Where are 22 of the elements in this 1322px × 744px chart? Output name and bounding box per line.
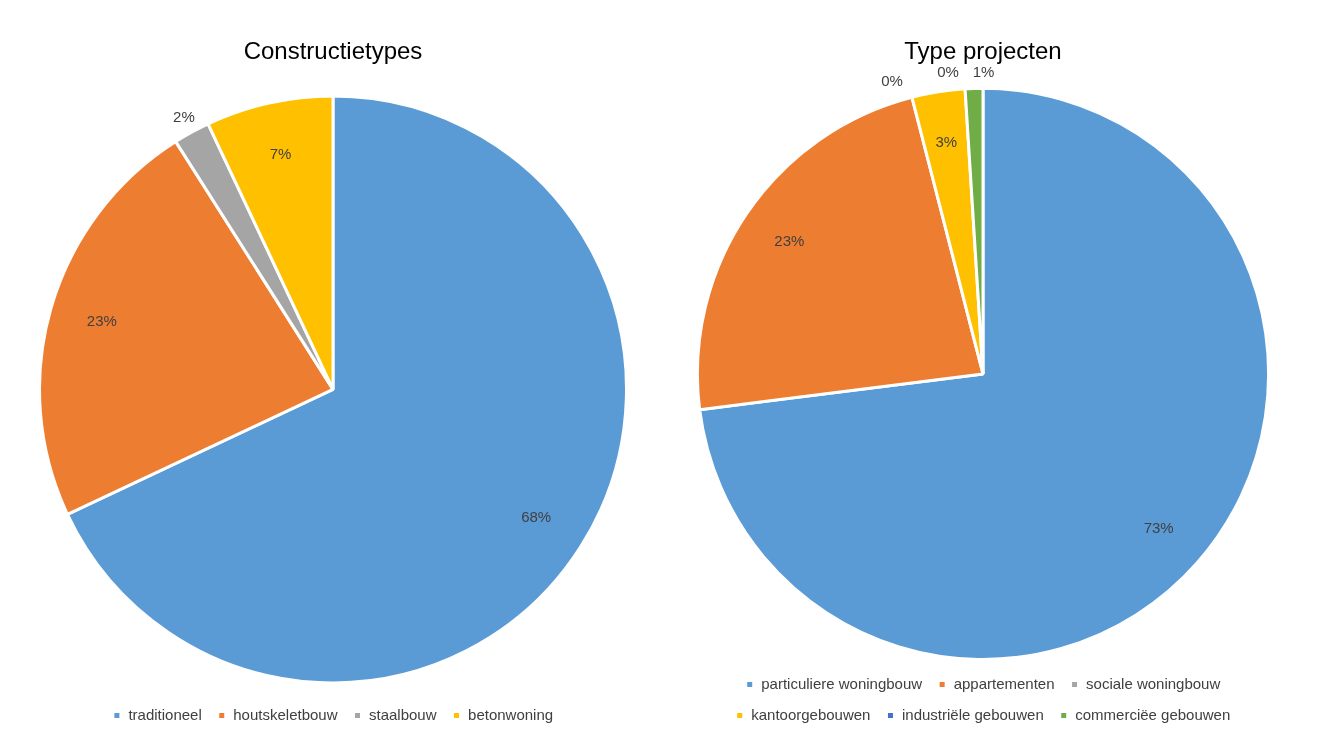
legend-label: houtskeletbouw <box>233 705 338 723</box>
data-label: 3% <box>935 132 958 150</box>
chart-title: Type projecten <box>904 37 1062 65</box>
legend-label: particuliere woningbouw <box>761 674 923 692</box>
chart-title: Constructietypes <box>243 37 423 65</box>
legend-label: commerciëe gebouwen <box>1075 705 1231 723</box>
data-label: 1% <box>972 62 995 80</box>
data-label: 2% <box>173 108 195 126</box>
legend-label: sociale woningbouw <box>1086 674 1221 692</box>
legend-label: traditioneel <box>128 705 202 723</box>
text: 0% <box>881 71 903 89</box>
data-label: 73% <box>1143 518 1174 536</box>
legend-label: staalbouw <box>369 705 437 723</box>
data-label: 7% <box>269 144 292 162</box>
data-label: 68% <box>521 508 552 526</box>
legend-label: kantoorgebouwen <box>751 705 871 723</box>
legend-label: appartementen <box>953 674 1055 692</box>
legend-label: industriële gebouwen <box>901 705 1044 723</box>
legend-label: betonwoning <box>468 705 554 723</box>
data-label: 23% <box>774 232 805 250</box>
data-label: 23% <box>86 312 117 330</box>
text: 0% <box>937 63 959 81</box>
